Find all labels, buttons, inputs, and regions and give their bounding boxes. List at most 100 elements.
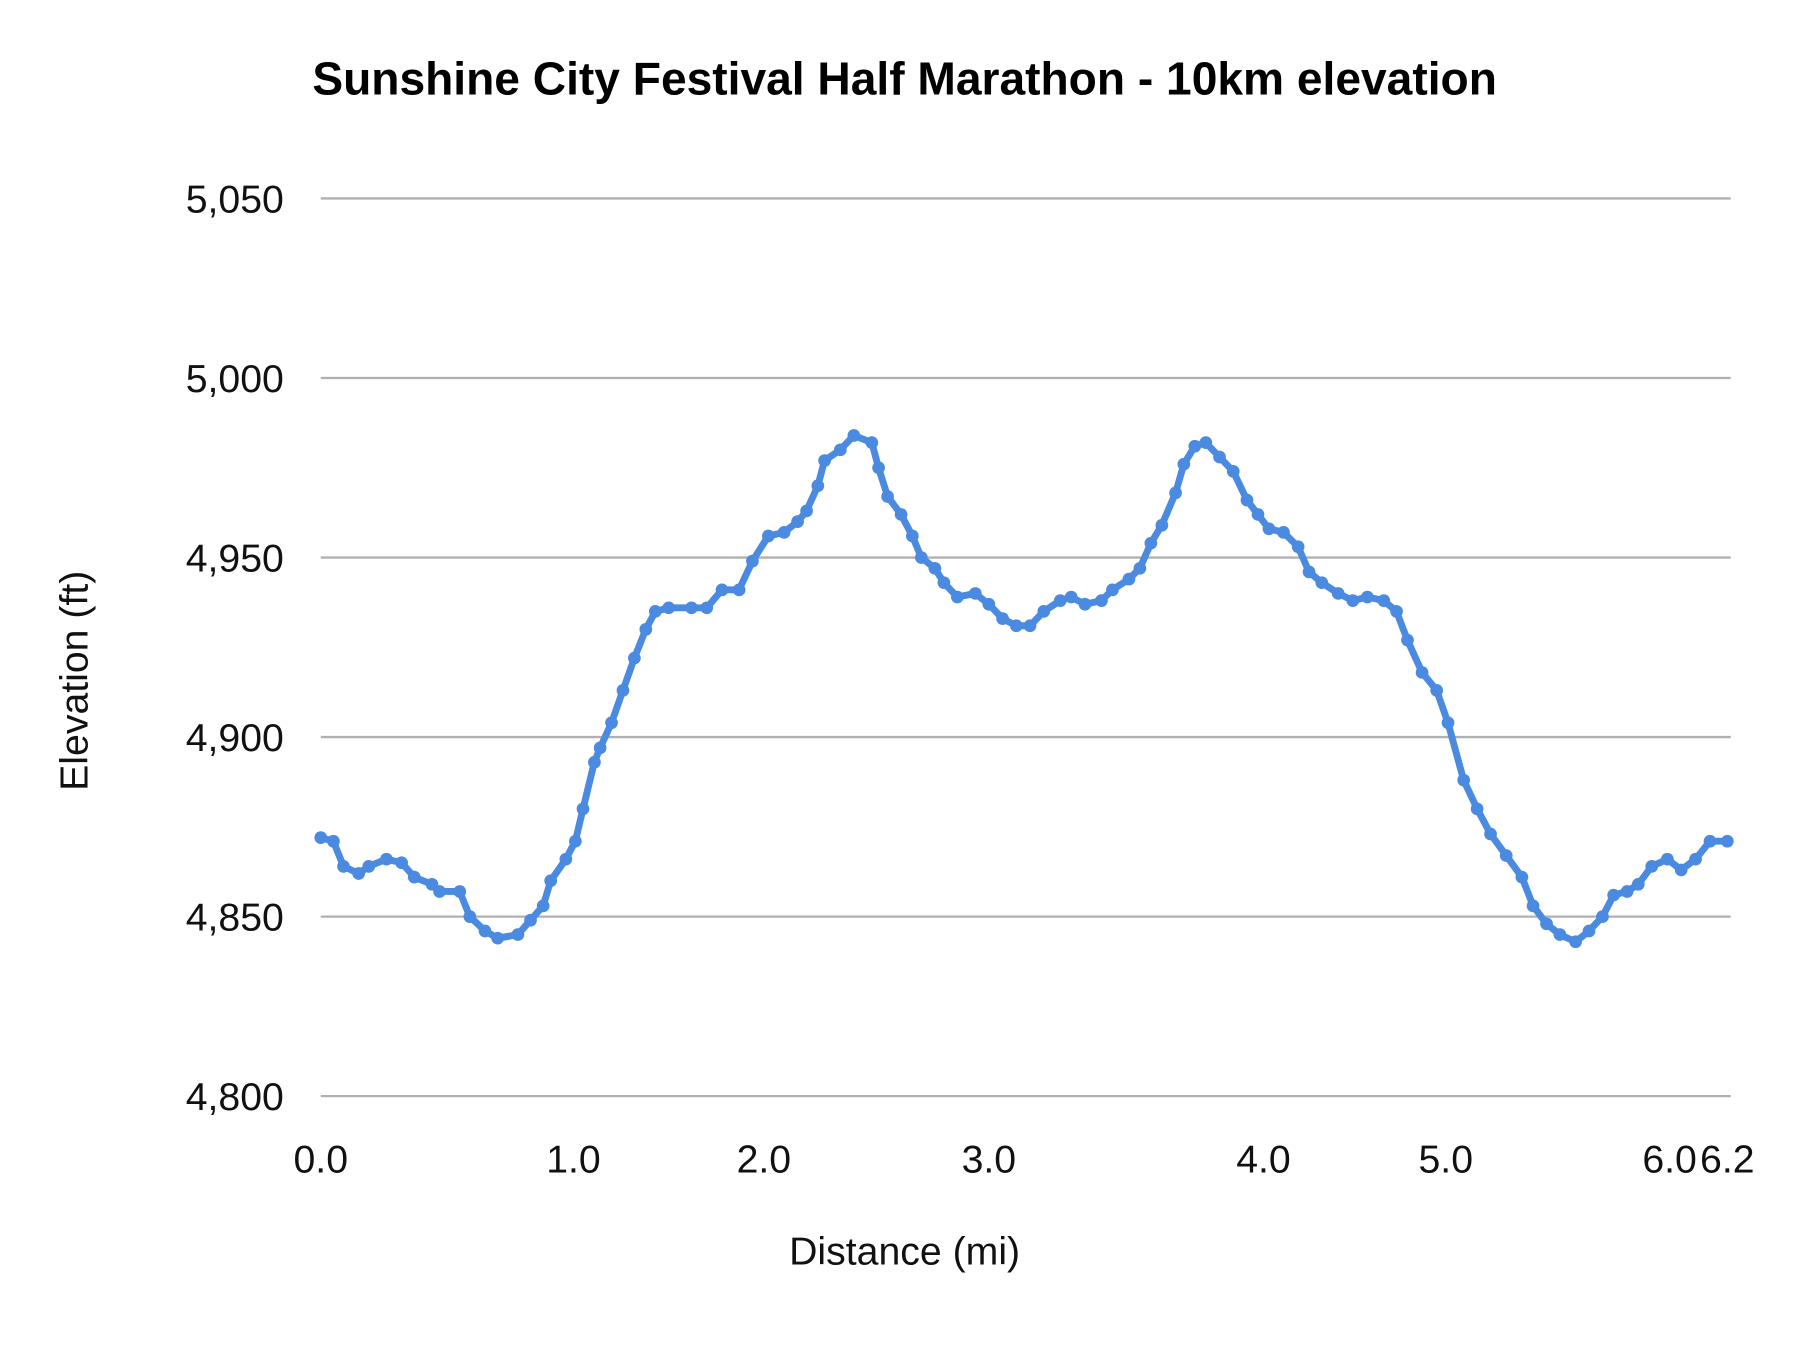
data-point [1064, 590, 1078, 604]
data-point [1053, 594, 1067, 607]
data-point [1401, 633, 1414, 647]
data-point [881, 490, 894, 503]
data-point [1144, 536, 1158, 550]
data-point [811, 479, 825, 493]
data-point [791, 515, 804, 528]
x-tick-label: 6.0 [1642, 1137, 1697, 1181]
gridlines [320, 197, 1731, 1098]
data-point [1703, 834, 1717, 848]
y-tick-label: 4,950 [186, 536, 284, 580]
data-point [1106, 583, 1119, 597]
data-point [818, 454, 831, 467]
data-point [314, 831, 328, 844]
data-point [1078, 597, 1092, 611]
x-tick-label: 1.0 [546, 1137, 601, 1181]
data-point [524, 913, 537, 927]
data-point [362, 859, 376, 873]
data-point [1315, 576, 1329, 590]
data-point [639, 623, 653, 636]
y-tick-label: 4,800 [186, 1075, 284, 1119]
data-point [588, 755, 601, 769]
data-point [800, 504, 813, 518]
data-point [1674, 863, 1688, 877]
data-point [1631, 877, 1645, 891]
data-point [982, 597, 996, 611]
data-point [662, 601, 675, 615]
data-point [1430, 684, 1443, 697]
data-point [777, 526, 791, 539]
data-point [1302, 565, 1316, 579]
data-point [576, 802, 590, 816]
data-point [1291, 540, 1305, 554]
data-point [337, 859, 350, 873]
data-point [951, 590, 964, 604]
data-point [536, 899, 550, 913]
data-point [969, 587, 982, 600]
data-point [1607, 888, 1620, 902]
x-tick-label: 2.0 [737, 1137, 792, 1181]
data-point [906, 529, 919, 543]
data-point [1661, 852, 1674, 866]
data-point [593, 741, 607, 755]
data-point [1457, 773, 1471, 787]
data-point [1177, 457, 1191, 471]
data-point [865, 436, 879, 449]
data-point [463, 910, 477, 923]
data-point [1553, 928, 1567, 941]
data-point [407, 870, 421, 884]
y-axis-label: Elevation (ft) [53, 571, 97, 791]
data-point [1499, 849, 1513, 862]
data-point [1199, 436, 1213, 449]
data-point [1620, 885, 1634, 898]
data-point [928, 561, 942, 575]
data-point [762, 529, 775, 543]
y-axis-ticks: 4,800 4,850 4,900 4,950 5,000 5,050 [186, 177, 284, 1119]
chart-title: Sunshine City Festival Half Marathon - 1… [312, 53, 1497, 105]
data-point [1484, 827, 1497, 841]
data-point [1415, 666, 1429, 679]
data-point [1037, 605, 1051, 618]
data-point [1213, 450, 1226, 464]
data-point [1226, 465, 1240, 478]
data-point [834, 443, 847, 457]
data-point [847, 429, 861, 442]
data-point [544, 874, 558, 888]
data-point [433, 885, 446, 898]
data-point [894, 508, 908, 521]
data-point [1441, 716, 1455, 730]
data-point [1689, 852, 1702, 866]
x-tick-label: 4.0 [1236, 1137, 1291, 1181]
data-point [1169, 486, 1182, 500]
data-point [1251, 508, 1265, 521]
data-point [1390, 605, 1403, 618]
data-point [1095, 594, 1108, 607]
x-tick-label: 6.2 [1700, 1137, 1755, 1181]
data-point [478, 924, 492, 938]
data-point [1240, 493, 1254, 507]
data-point [872, 461, 885, 475]
data-point [605, 716, 618, 730]
data-point [1596, 910, 1609, 923]
elevation-points [314, 429, 1734, 949]
data-point [1277, 526, 1290, 539]
data-point [628, 651, 641, 665]
data-point [1377, 594, 1391, 607]
data-point [1526, 899, 1540, 913]
data-point [732, 583, 746, 597]
data-point [1645, 859, 1659, 873]
data-point [1009, 619, 1023, 633]
data-point [648, 605, 662, 618]
data-point [1540, 917, 1553, 931]
data-point [1346, 594, 1360, 607]
data-point [559, 852, 573, 866]
y-tick-label: 4,900 [186, 716, 284, 760]
data-point [996, 612, 1009, 625]
x-tick-label: 5.0 [1419, 1137, 1474, 1181]
data-point [380, 852, 393, 866]
x-tick-label: 0.0 [294, 1137, 349, 1181]
data-point [915, 551, 928, 564]
data-point [491, 931, 504, 945]
data-point [453, 885, 467, 898]
data-point [1331, 587, 1345, 600]
